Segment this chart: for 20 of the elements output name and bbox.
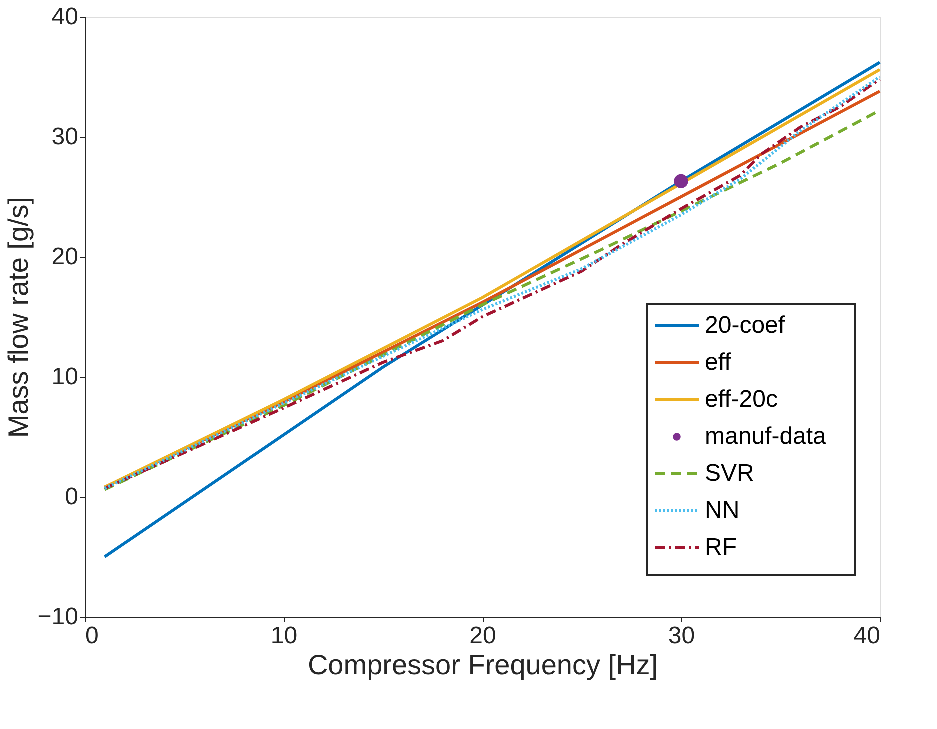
x-axis-title: Compressor Frequency [Hz] (308, 650, 658, 680)
y-tick-label: −10 (38, 604, 78, 630)
legend-label: SVR (705, 460, 754, 487)
x-tick-label: 10 (270, 622, 298, 650)
y-axis-title: Mass flow rate [g/s] (2, 196, 34, 438)
legend-label: 20-coef (705, 312, 786, 339)
legend-label: RF (705, 534, 737, 561)
legend-label: eff (705, 349, 732, 376)
legend-label: NN (705, 497, 740, 524)
legend-label: manuf-data (705, 423, 828, 450)
y-tick-label: 30 (52, 124, 78, 150)
legend-label: eff-20c (705, 386, 778, 413)
x-tick-label: 30 (668, 622, 696, 650)
y-tick-label: 10 (52, 364, 78, 390)
x-tick-label: 0 (86, 622, 99, 650)
y-tick-label: 0 (65, 484, 78, 510)
x-tick-label: 40 (854, 622, 880, 650)
x-tick-label: 20 (470, 622, 496, 650)
y-tick-label: 20 (52, 244, 78, 270)
y-tick-label: 40 (52, 4, 78, 30)
